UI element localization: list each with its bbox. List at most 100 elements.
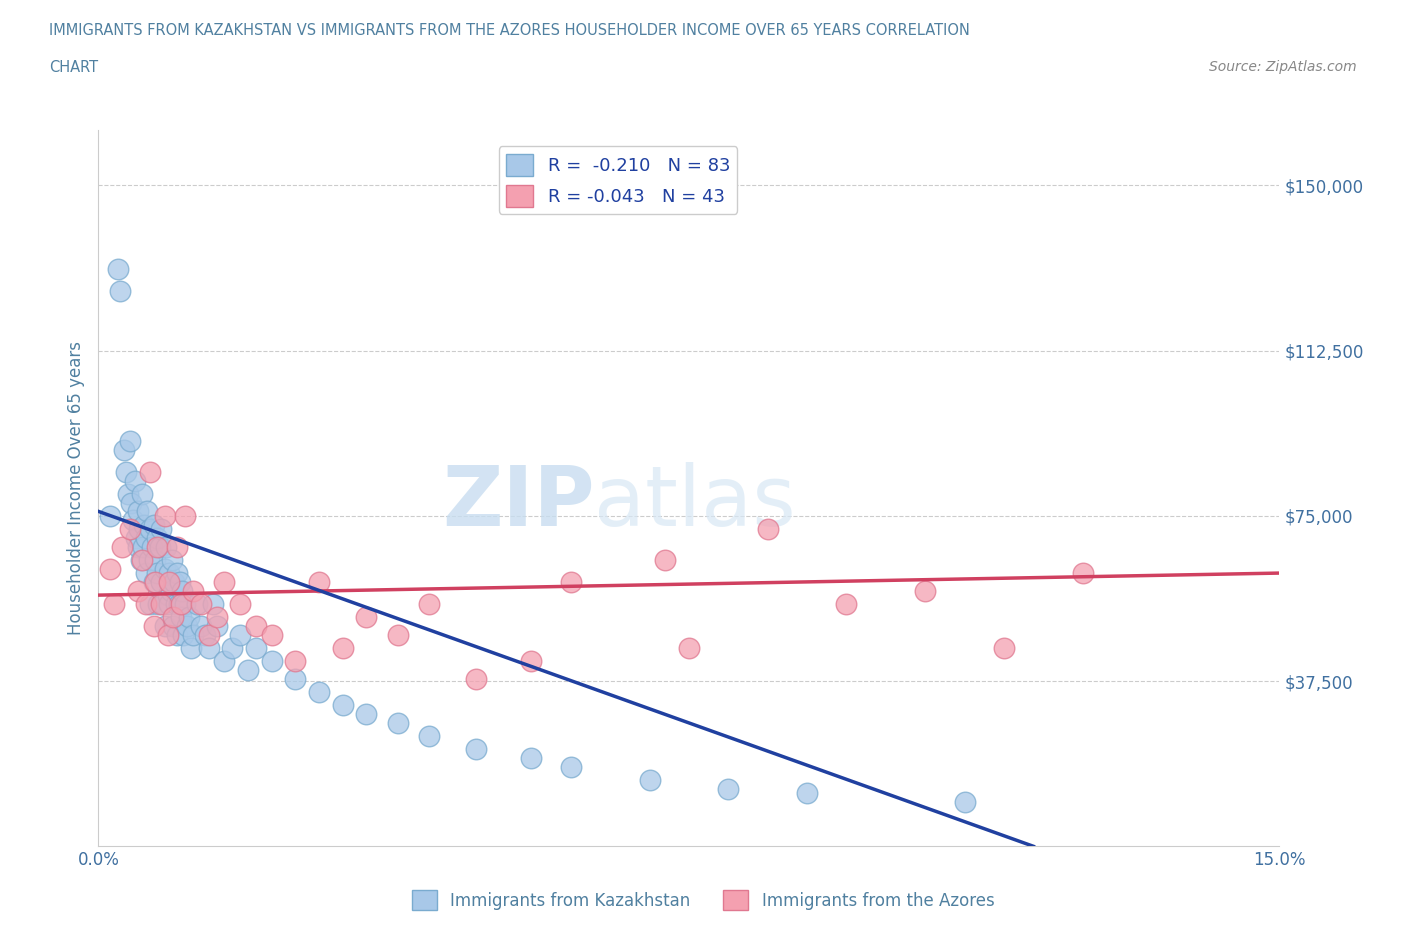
Point [560,760,582,775]
Point [142,517,165,532]
Point [993,641,1015,656]
Point [129,552,152,567]
Point [1071,565,1094,580]
Point [465,671,488,686]
Point [418,596,440,611]
Point [128,522,150,537]
Text: IMMIGRANTS FROM KAZAKHSTAN VS IMMIGRANTS FROM THE AZORES HOUSEHOLDER INCOME OVER: IMMIGRANTS FROM KAZAKHSTAN VS IMMIGRANTS… [49,23,970,38]
Point [157,596,180,611]
Point [162,610,184,625]
Point [190,618,212,633]
Point [387,628,409,643]
Point [162,618,184,633]
Point [142,575,165,590]
Point [165,596,187,611]
Point [186,596,208,611]
Point [214,575,236,590]
Point [110,284,132,299]
Point [135,565,157,580]
Point [418,729,440,744]
Point [121,495,143,510]
Point [332,698,354,712]
Point [465,742,488,757]
Point [174,509,197,524]
Point [835,596,858,611]
Point [308,684,330,699]
Point [953,795,976,810]
Point [166,565,188,580]
Point [170,583,193,598]
Point [115,464,138,479]
Point [260,654,283,669]
Point [354,610,377,625]
Point [166,539,188,554]
Point [127,583,149,598]
Point [118,433,141,448]
Point [205,610,228,625]
Point [176,618,198,633]
Point [103,596,125,611]
Point [155,509,177,524]
Point [143,575,166,590]
Point [170,610,193,625]
Point [170,596,193,611]
Point [138,464,160,479]
Point [167,596,190,611]
Point [229,596,252,611]
Point [520,654,543,669]
Point [190,596,212,611]
Point [155,618,177,633]
Point [717,781,740,796]
Point [146,539,169,554]
Point [914,583,936,598]
Point [131,552,153,567]
Legend: Immigrants from Kazakhstan, Immigrants from the Azores: Immigrants from Kazakhstan, Immigrants f… [405,884,1001,917]
Point [141,539,163,554]
Point [98,561,121,576]
Point [260,628,283,643]
Point [117,486,139,501]
Point [153,561,176,576]
Point [142,618,165,633]
Point [145,530,167,545]
Point [148,596,170,611]
Point [214,654,236,669]
Point [194,628,217,643]
Point [387,715,409,730]
Point [181,583,204,598]
Point [146,565,169,580]
Point [127,504,149,519]
Point [152,596,174,611]
Point [560,575,582,590]
Point [107,261,129,276]
Point [138,522,160,537]
Text: atlas: atlas [595,462,796,543]
Point [169,575,191,590]
Point [157,565,180,580]
Point [205,618,228,633]
Point [308,575,330,590]
Point [131,539,153,554]
Y-axis label: Householder Income Over 65 years: Householder Income Over 65 years [66,341,84,635]
Point [229,628,252,643]
Point [520,751,543,765]
Point [111,539,134,554]
Point [177,610,200,625]
Point [157,575,180,590]
Point [162,552,184,567]
Point [174,596,197,611]
Point [638,773,661,788]
Point [166,628,188,643]
Point [155,539,177,554]
Point [127,539,149,554]
Point [125,530,148,545]
Point [150,575,173,590]
Text: Source: ZipAtlas.com: Source: ZipAtlas.com [1209,60,1357,74]
Legend: R =  -0.210   N = 83, R = -0.043   N = 43: R = -0.210 N = 83, R = -0.043 N = 43 [499,146,737,214]
Text: CHART: CHART [49,60,98,75]
Point [124,473,146,488]
Point [118,522,141,537]
Point [138,552,160,567]
Point [149,539,172,554]
Point [245,618,267,633]
